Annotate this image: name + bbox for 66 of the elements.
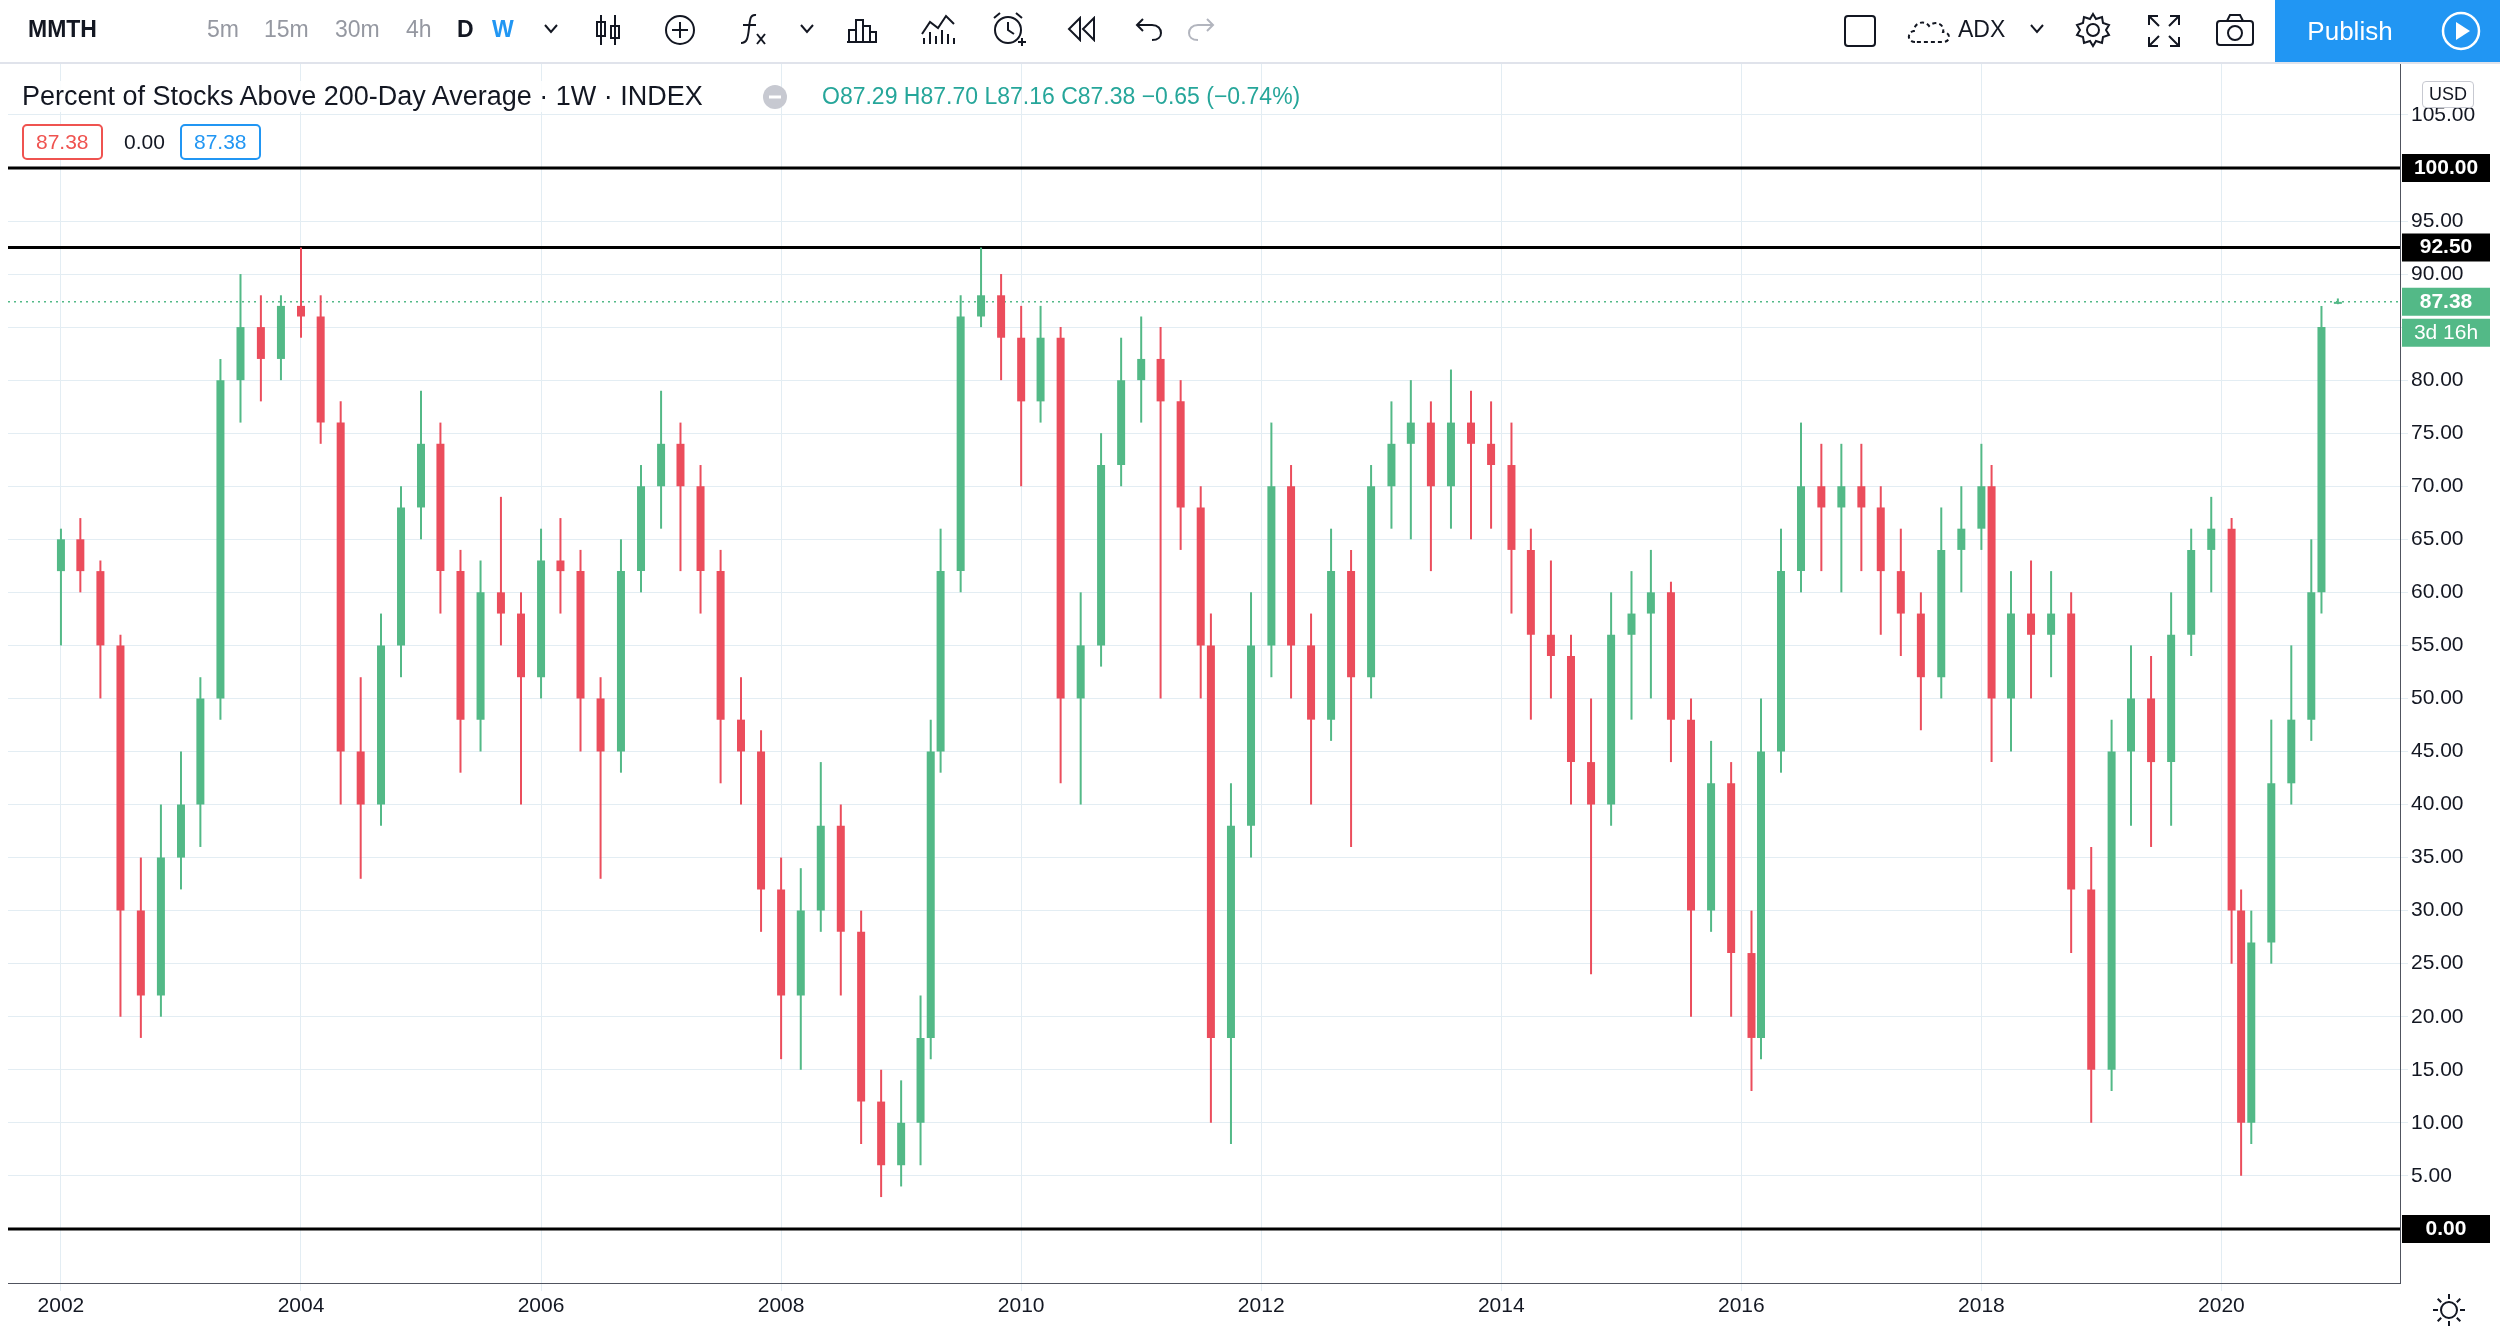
text: D [457,16,474,43]
text: USD [2422,81,2475,108]
x-tick-label: 2008 [757,1293,805,1317]
text: 30m [335,16,380,43]
y-tick-label: 90.00 [2411,260,2464,284]
y-tick-label: 65.00 [2411,526,2464,550]
y-tick-label: 95.00 [2411,207,2464,231]
x-tick-label: 2006 [517,1293,565,1317]
text: 15m [264,16,309,43]
y-tick-label: 35.00 [2411,844,2464,868]
x-tick-label: 2014 [1477,1293,1525,1317]
y-tick-label: 40.00 [2411,791,2464,815]
candlestick [1837,442,1846,594]
y-tick-label: 10.00 [2411,1109,2464,1133]
candlestick [2027,559,2036,700]
text: 5m [207,16,239,43]
candlestick [2047,570,2056,679]
candlestick [297,246,305,339]
y-tick-label: 30.00 [2411,897,2464,921]
candlestick [1137,315,1146,424]
x-tick-label: 2020 [2198,1293,2245,1317]
y-tick-label: 55.00 [2411,632,2464,656]
text: ADX [1958,16,2006,43]
y-tick-label: 80.00 [2411,366,2464,390]
y-tick-label: 25.00 [2411,950,2464,974]
candlestick [1857,442,1866,573]
text: 4h [406,16,432,43]
candlestick [1546,559,1555,700]
y-tick-label: 60.00 [2411,579,2464,603]
candlestick [1646,548,1655,700]
x-tick-label: 2012 [1237,1293,1285,1317]
annotation: 87.38 [180,124,261,160]
candlestick [1156,326,1165,700]
annotation: 0.00 [124,130,165,154]
candlestick [1817,442,1826,573]
candlestick [556,517,565,615]
x-tick-label: 2002 [37,1293,85,1317]
candlestick [1487,400,1496,530]
text: Percent of Stocks Above 200-Day Average · 1W · INDEX [22,81,703,112]
ref-line-label: 87.38 [2419,288,2473,312]
y-tick-label: 5.00 [2411,1162,2452,1186]
y-tick-label: 45.00 [2411,738,2464,762]
y-tick-label: 70.00 [2411,473,2464,497]
x-tick-label: 2018 [1958,1293,2005,1317]
text: MMTH [28,16,97,43]
x-tick-label: 2010 [997,1293,1045,1317]
candlestick [1467,389,1476,541]
candlestick [2207,495,2216,594]
annotation: 87.38 [22,124,103,160]
text: 3d 16h [2413,319,2479,343]
text: Publish [2275,0,2425,62]
y-tick-label: 15.00 [2411,1056,2464,1080]
ref-line-label: 100.00 [2413,154,2479,178]
ref-line-label: 0.00 [2425,1215,2467,1239]
candlestick [1406,379,1415,541]
x-tick-label: 2004 [277,1293,325,1317]
y-tick-label: 75.00 [2411,420,2464,443]
annotation: O87.29 H87.70 L87.16 C87.38 −0.65 (−0.74%) [822,83,1301,110]
candlestick [1957,485,1966,594]
candlestick [496,495,505,647]
y-tick-label: 50.00 [2411,685,2464,709]
candlestick [1627,570,1636,721]
text: W [492,16,514,43]
x-tick-label: 2016 [1717,1293,1765,1317]
ref-line-label: 92.50 [2419,234,2473,258]
y-tick-label: 20.00 [2411,1003,2464,1027]
